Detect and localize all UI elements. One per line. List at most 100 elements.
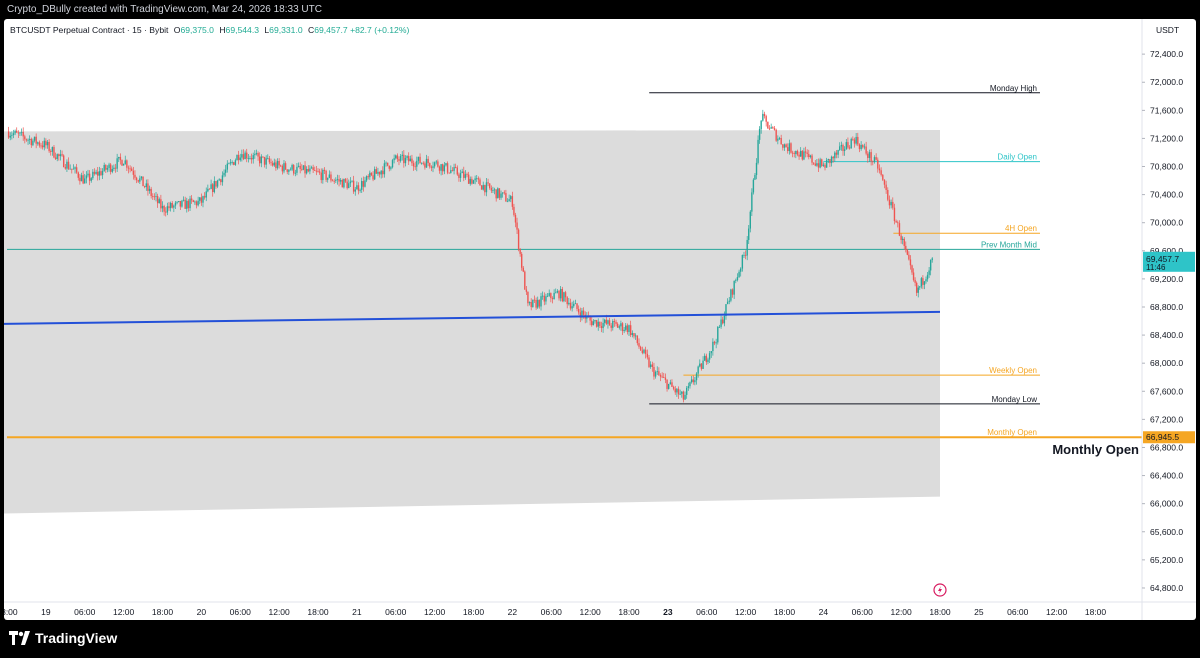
candle[interactable] bbox=[472, 180, 475, 184]
candle[interactable] bbox=[459, 173, 462, 178]
candle[interactable] bbox=[27, 139, 29, 141]
candle[interactable] bbox=[294, 172, 297, 174]
candle[interactable] bbox=[212, 184, 214, 193]
candle[interactable] bbox=[540, 296, 542, 307]
candle[interactable] bbox=[840, 145, 843, 147]
candle[interactable] bbox=[646, 353, 649, 358]
candle[interactable] bbox=[694, 380, 696, 383]
candle[interactable] bbox=[30, 138, 32, 146]
candle[interactable] bbox=[258, 156, 261, 164]
candle[interactable] bbox=[286, 169, 288, 172]
candle[interactable] bbox=[796, 150, 799, 155]
candle[interactable] bbox=[743, 254, 745, 256]
candle[interactable] bbox=[446, 163, 449, 173]
candle[interactable] bbox=[643, 349, 645, 353]
candle[interactable] bbox=[182, 199, 185, 201]
candle[interactable] bbox=[865, 146, 867, 154]
candle[interactable] bbox=[87, 173, 89, 176]
candle[interactable] bbox=[748, 228, 750, 240]
candle[interactable] bbox=[514, 214, 517, 223]
candle[interactable] bbox=[625, 325, 627, 330]
candle[interactable] bbox=[453, 167, 455, 171]
candle[interactable] bbox=[842, 145, 844, 151]
candle[interactable] bbox=[226, 163, 228, 170]
candle[interactable] bbox=[682, 391, 685, 400]
candle[interactable] bbox=[827, 159, 829, 161]
candle[interactable] bbox=[276, 160, 279, 169]
candle[interactable] bbox=[205, 191, 207, 198]
candle[interactable] bbox=[689, 382, 691, 387]
candle[interactable] bbox=[320, 172, 322, 181]
candle[interactable] bbox=[454, 167, 457, 168]
candle[interactable] bbox=[634, 335, 637, 337]
candle[interactable] bbox=[375, 169, 378, 174]
candle[interactable] bbox=[684, 394, 686, 400]
candle[interactable] bbox=[404, 157, 407, 164]
candle[interactable] bbox=[280, 165, 282, 167]
candle[interactable] bbox=[134, 174, 136, 178]
candle[interactable] bbox=[312, 167, 314, 171]
candle[interactable] bbox=[550, 293, 552, 299]
candle[interactable] bbox=[344, 179, 347, 182]
candle[interactable] bbox=[458, 174, 460, 178]
candle[interactable] bbox=[430, 166, 433, 168]
candle[interactable] bbox=[837, 150, 839, 155]
candle[interactable] bbox=[804, 151, 807, 153]
candle[interactable] bbox=[438, 166, 441, 171]
candle[interactable] bbox=[501, 192, 504, 194]
candle[interactable] bbox=[561, 288, 563, 302]
candle[interactable] bbox=[517, 229, 520, 249]
candle[interactable] bbox=[563, 292, 565, 302]
candle[interactable] bbox=[461, 171, 463, 174]
candle[interactable] bbox=[760, 120, 762, 129]
candle[interactable] bbox=[385, 162, 387, 164]
candle[interactable] bbox=[602, 322, 604, 329]
candle[interactable] bbox=[548, 293, 550, 296]
candle[interactable] bbox=[773, 128, 776, 130]
candle[interactable] bbox=[728, 300, 730, 302]
candle[interactable] bbox=[43, 140, 45, 148]
candle[interactable] bbox=[249, 158, 251, 159]
candle[interactable] bbox=[467, 174, 470, 184]
tradingview-logo[interactable]: TradingView bbox=[9, 630, 117, 646]
candle[interactable] bbox=[378, 171, 381, 175]
candle[interactable] bbox=[604, 319, 606, 323]
candle[interactable] bbox=[51, 147, 54, 152]
candle[interactable] bbox=[659, 375, 662, 377]
candle[interactable] bbox=[19, 132, 21, 134]
candle[interactable] bbox=[574, 303, 577, 305]
candle[interactable] bbox=[822, 164, 825, 166]
candle[interactable] bbox=[605, 319, 608, 324]
candle[interactable] bbox=[608, 320, 611, 326]
candle[interactable] bbox=[433, 162, 436, 167]
candle[interactable] bbox=[707, 359, 709, 363]
candle[interactable] bbox=[669, 382, 672, 384]
candle[interactable] bbox=[260, 156, 263, 164]
candle[interactable] bbox=[307, 168, 309, 172]
candle[interactable] bbox=[708, 353, 711, 360]
candle[interactable] bbox=[362, 181, 365, 187]
candle[interactable] bbox=[155, 196, 157, 197]
candle[interactable] bbox=[396, 155, 399, 160]
candle[interactable] bbox=[780, 138, 782, 145]
candle[interactable] bbox=[330, 174, 332, 181]
candle[interactable] bbox=[723, 316, 726, 324]
candle[interactable] bbox=[281, 165, 284, 172]
candle[interactable] bbox=[382, 170, 384, 175]
candle[interactable] bbox=[530, 302, 532, 308]
candle[interactable] bbox=[309, 168, 311, 172]
candle[interactable] bbox=[137, 180, 139, 182]
candle[interactable] bbox=[386, 162, 389, 166]
candle[interactable] bbox=[893, 207, 896, 222]
candle[interactable] bbox=[221, 175, 224, 183]
candle[interactable] bbox=[740, 268, 742, 272]
candle[interactable] bbox=[216, 180, 219, 187]
candle[interactable] bbox=[919, 286, 921, 288]
candle[interactable] bbox=[317, 170, 319, 172]
candle[interactable] bbox=[581, 310, 583, 318]
candle[interactable] bbox=[621, 323, 624, 332]
candle[interactable] bbox=[22, 131, 24, 137]
candle[interactable] bbox=[129, 168, 131, 170]
candle[interactable] bbox=[223, 172, 225, 176]
candle[interactable] bbox=[568, 302, 570, 305]
